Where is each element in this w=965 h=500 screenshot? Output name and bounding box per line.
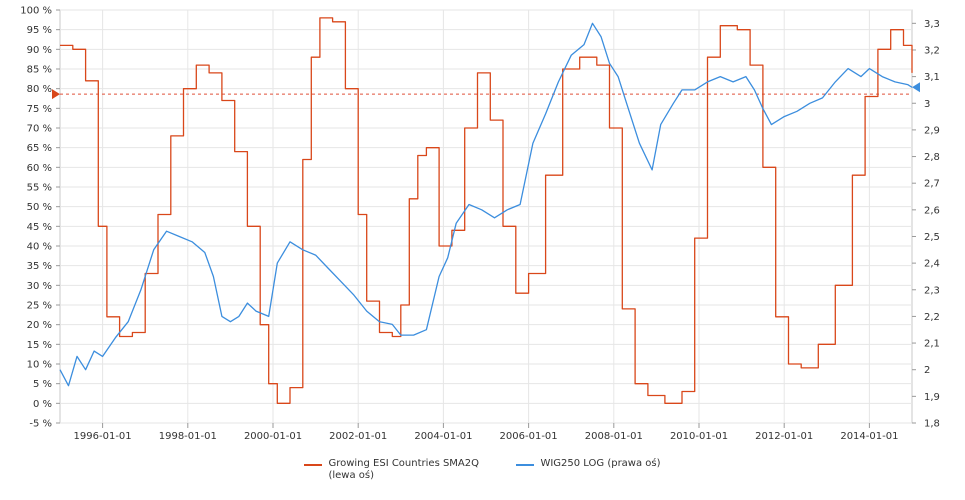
right-tick-label: 2,8 [924,152,940,163]
right-tick-label: 2,3 [924,285,940,296]
x-tick-label: 2000-01-01 [244,431,302,442]
legend-item-wig[interactable]: WIG250 LOG (prawa oś) [516,458,661,470]
left-tick-label: 70 % [27,124,52,135]
left-axis: 100 % 95 % 90 % 85 % 80 % 75 % 70 % 65 % 60 % 55 … [20,6,60,430]
legend: Growing ESI Countries SMA2Q (lewa oś) WI… [0,458,965,482]
right-tick-label: 2,7 [924,179,940,190]
x-axis: 1996-01-01 1998-01-01 2000-01-01 2002-01-01… [74,423,898,442]
right-axis-marker [912,82,920,93]
legend-label-esi: Growing ESI Countries SMA2Q (lewa oś) [328,458,480,481]
left-tick-label: 45 % [27,222,52,233]
left-tick-label: 85 % [27,65,52,76]
left-tick-label: 25 % [27,301,52,312]
left-tick-label: 15 % [27,340,52,351]
legend-swatch-esi [304,464,323,466]
left-tick-label: 20 % [27,320,52,331]
left-tick-label: 0 % [33,399,52,410]
right-tick-label: 2,1 [924,339,940,350]
x-tick-label: 1998-01-01 [159,431,217,442]
left-tick-label: 40 % [27,242,52,253]
right-tick-label: 2,2 [924,312,940,323]
left-tick-label: 55 % [27,183,52,194]
right-tick-label: 2,4 [924,259,940,270]
left-tick-label: 10 % [27,360,52,371]
right-tick-label: 3,1 [924,72,940,83]
legend-swatch-wig [516,464,535,466]
x-tick-label: 2012-01-01 [755,431,813,442]
left-tick-label: 30 % [27,281,52,292]
left-tick-label: 90 % [27,45,52,56]
right-tick-label: 3,3 [924,19,940,30]
left-tick-label: -5 % [29,419,52,430]
right-tick-label: 3,2 [924,45,940,56]
right-tick-label: 2,6 [924,205,940,216]
legend-label-wig: WIG250 LOG (prawa oś) [540,458,661,469]
left-tick-label: 75 % [27,104,52,115]
x-tick-label: 1996-01-01 [74,431,132,442]
legend-item-esi[interactable]: Growing ESI Countries SMA2Q (lewa oś) [304,458,488,482]
left-tick-label: 100 % [20,6,52,17]
plot-area [59,17,913,404]
right-tick-label: 2,5 [924,232,940,243]
x-tick-label: 2002-01-01 [329,431,387,442]
x-tick-label: 2006-01-01 [500,431,558,442]
x-tick-label: 2004-01-01 [414,431,472,442]
axis-markers [52,82,920,100]
left-axis-marker [52,89,60,100]
right-tick-label: 1,9 [924,392,940,403]
series-line-wig [59,22,913,387]
right-tick-label: 2,9 [924,125,940,136]
x-tick-label: 2010-01-01 [670,431,728,442]
x-tick-label: 2014-01-01 [840,431,898,442]
left-tick-label: 5 % [33,379,52,390]
x-tick-label: 2008-01-01 [585,431,643,442]
left-tick-label: 80 % [27,84,52,95]
left-tick-label: 50 % [27,202,52,213]
right-tick-label: 3 [924,99,930,110]
grid [59,9,913,424]
left-tick-label: 35 % [27,261,52,272]
left-tick-label: 65 % [27,143,52,154]
series-line-esi [60,17,913,404]
right-axis: 3,3 3,2 3,1 3 2,9 2,8 2,7 2,6 2,5 2,4 2,3 2,2 2,1 2 1,… [912,19,940,430]
right-tick-label: 2 [924,365,930,376]
right-tick-label: 1,8 [924,419,940,430]
left-tick-label: 60 % [27,163,52,174]
left-tick-label: 95 % [27,25,52,36]
